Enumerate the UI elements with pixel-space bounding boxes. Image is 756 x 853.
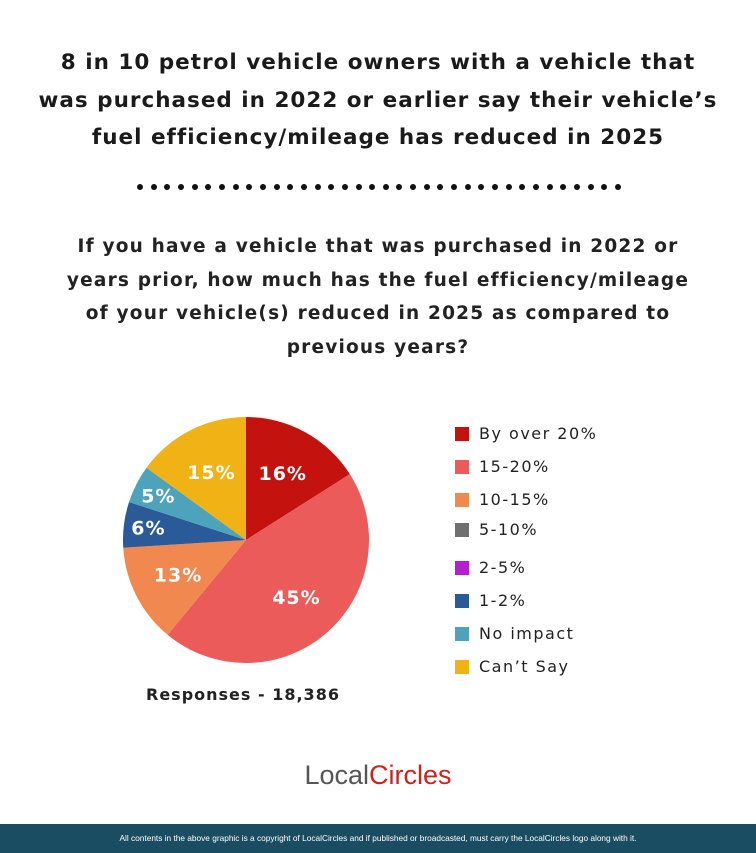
pie-slice-1-2- [123,501,246,548]
legend-swatch [455,426,469,441]
legend-item: 1-2% [455,591,526,610]
divider-dot [505,184,512,190]
legend-swatch [455,626,469,641]
chart-title: 8 in 10 petrol vehicle owners with a veh… [0,44,756,157]
divider-dot [259,184,266,190]
divider-dot [492,184,499,190]
divider-dot [232,184,239,190]
dotted-divider [137,180,621,194]
pie-slice-no-impact [129,467,246,540]
question-line: years prior, how much has the fuel effic… [66,269,690,291]
responses-count: Responses - 18,386 [146,685,340,704]
pie-slice-15-20- [167,474,369,663]
legend-swatch [455,459,469,474]
divider-dot [410,184,417,190]
legend-item: By over 20% [455,424,597,443]
title-line: was purchased in 2022 or earlier say the… [38,87,718,113]
divider-dot [273,184,280,190]
question-line: of your vehicle(s) reduced in 2025 as co… [85,303,671,324]
divider-dot [314,184,321,190]
question-line: previous years? [286,336,470,358]
pie-slice-can-t-say [146,417,246,540]
legend-label: 10-15% [479,490,550,509]
legend-swatch [455,522,469,537]
divider-dot [437,184,444,190]
divider-dot [519,184,526,190]
divider-dot [382,184,389,190]
divider-dot [341,184,348,190]
legend-item: 10-15% [455,490,550,509]
legend-item: 15-20% [455,457,550,476]
legend-label: 1-2% [479,591,527,610]
divider-dot [478,184,485,190]
divider-dot [287,184,294,190]
slice-label: 6% [131,518,165,540]
divider-dot [464,184,471,190]
divider-dot [533,184,540,190]
copyright-footer: All contents in the above graphic is a c… [0,824,756,853]
divider-dot [601,184,608,190]
legend-label: Can’t Say [479,657,570,676]
divider-dot [205,184,212,190]
divider-dot [300,184,307,190]
legend-label: 15-20% [479,457,550,476]
divider-dot [423,184,430,190]
divider-dot [137,184,143,190]
legend-swatch [455,593,469,608]
divider-dot [546,184,553,190]
localcircles-logo: LocalCircles [304,760,452,790]
slice-label: 13% [154,565,202,587]
legend-item: No impact [455,624,574,643]
legend-label: No impact [479,624,575,643]
divider-dot [587,184,594,190]
divider-dot [396,184,403,190]
legend-label: 5-10% [479,520,539,539]
divider-dot [560,184,567,190]
divider-dot [451,184,458,190]
question-line: If you have a vehicle that was purchased… [77,236,679,257]
legend-item: 2-5% [455,558,526,577]
legend-label: By over 20% [479,424,598,443]
divider-dot [191,184,198,190]
slice-label: 45% [272,587,320,609]
pie-slice-by-over-20- [246,417,350,540]
legend-label: 2-5% [479,558,527,577]
title-line: 8 in 10 petrol vehicle owners with a veh… [60,50,696,75]
legend-swatch [455,492,469,507]
divider-dot [355,184,362,190]
survey-question: If you have a vehicle that was purchased… [40,230,716,364]
divider-dot [574,184,580,190]
divider-dot [369,184,376,190]
legend-item: Can’t Say [455,657,570,676]
divider-dot [246,184,253,190]
divider-dot [614,184,621,190]
slice-label: 16% [258,463,306,485]
legend-swatch [455,659,469,674]
slice-label: 5% [141,485,175,507]
legend-swatch [455,560,469,575]
slice-label: 15% [187,462,235,484]
divider-dot [164,184,171,190]
divider-dot [177,184,184,190]
legend-item: 5-10% [455,520,538,539]
divider-dot [218,184,225,190]
divider-dot [328,184,335,190]
title-line: fuel efficiency/mileage has reduced in 2… [91,125,665,150]
divider-dot [150,184,157,190]
pie-slice-10-15- [123,540,246,635]
